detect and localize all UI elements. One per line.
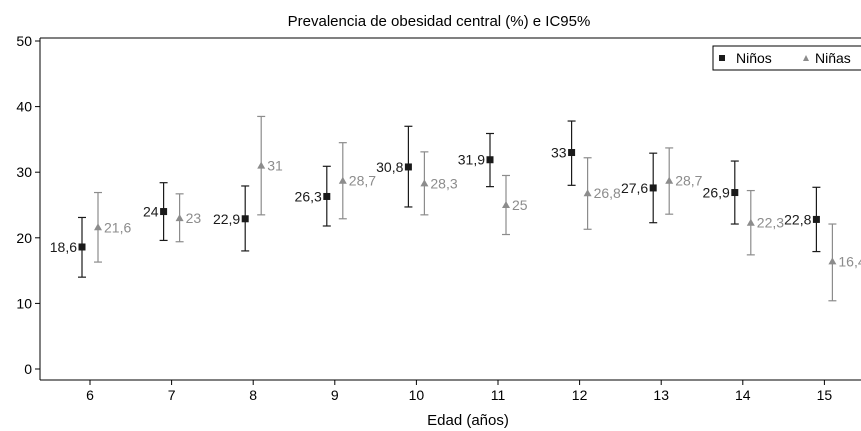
x-tick-label: 9 xyxy=(331,387,339,403)
chart-title: Prevalencia de obesidad central (%) e IC… xyxy=(288,13,591,30)
data-label: 18,6 xyxy=(50,239,77,255)
x-tick-label: 14 xyxy=(735,387,751,403)
data-point xyxy=(665,176,674,184)
data-label: 28,7 xyxy=(349,173,376,189)
data-point xyxy=(583,189,592,197)
y-tick-label: 20 xyxy=(16,230,32,246)
y-tick-label: 30 xyxy=(16,164,32,180)
x-tick-label: 15 xyxy=(817,387,833,403)
y-tick-label: 50 xyxy=(16,33,32,49)
series-ninas: 21,6 23 31 28,7 28,3 25 26,8 28,7 22,3 16,4 xyxy=(94,115,861,302)
plot-frame xyxy=(39,37,861,381)
data-label: 26,3 xyxy=(295,188,322,204)
data-label: 26,9 xyxy=(703,185,730,201)
data-point xyxy=(812,215,820,223)
data-point xyxy=(94,223,102,231)
x-axis-ticks: 6 7 8 9 10 11 12 13 14 15 xyxy=(86,380,832,403)
data-point xyxy=(502,201,510,208)
data-label: 27,6 xyxy=(621,180,648,196)
x-tick-label: 6 xyxy=(86,387,94,403)
data-label: 24 xyxy=(143,204,159,220)
data-point xyxy=(404,163,412,171)
legend-box xyxy=(712,45,861,71)
data-label: 22,3 xyxy=(757,215,784,231)
data-point xyxy=(731,189,739,197)
legend-label-ninas: Niñas xyxy=(815,50,851,66)
data-point xyxy=(649,184,657,192)
x-axis-label: Edad (años) xyxy=(427,412,509,429)
data-point xyxy=(257,161,266,169)
data-label: 22,8 xyxy=(784,211,811,227)
series-ninos: 18,6 24 22,9 26,3 30,8 31,9 33 27,6 26,9 22,8 xyxy=(50,120,821,278)
data-label: 26,8 xyxy=(594,185,621,201)
legend: Niños Niñas xyxy=(712,45,861,71)
x-tick-label: 12 xyxy=(572,387,588,403)
data-label: 28,3 xyxy=(430,175,457,191)
data-point xyxy=(78,243,86,251)
data-label: 31,9 xyxy=(458,152,485,168)
data-label: 30,8 xyxy=(376,159,403,175)
x-tick-label: 10 xyxy=(409,387,425,403)
data-label: 25 xyxy=(512,197,528,213)
y-tick-label: 0 xyxy=(24,361,32,377)
data-point xyxy=(323,192,331,200)
legend-marker-ninos xyxy=(719,55,725,61)
y-tick-label: 40 xyxy=(16,99,32,115)
data-label: 33 xyxy=(551,145,567,161)
y-axis-ticks: 0 10 20 30 40 50 xyxy=(16,33,40,377)
data-point xyxy=(160,208,168,216)
data-point xyxy=(746,218,755,226)
legend-marker-ninas xyxy=(803,55,809,61)
x-tick-label: 13 xyxy=(653,387,669,403)
data-point xyxy=(241,215,249,223)
legend-label-ninos: Niños xyxy=(736,50,772,66)
data-point xyxy=(338,176,347,184)
data-point xyxy=(828,257,837,265)
data-point xyxy=(175,214,184,222)
data-label: 28,7 xyxy=(675,173,702,189)
data-point xyxy=(568,149,576,157)
data-label: 31 xyxy=(267,158,283,174)
x-tick-label: 7 xyxy=(168,387,176,403)
data-label: 22,9 xyxy=(213,211,240,227)
data-point xyxy=(486,156,494,164)
data-point xyxy=(420,179,429,187)
y-tick-label: 10 xyxy=(16,295,32,311)
data-label: 21,6 xyxy=(104,219,131,235)
data-label: 23 xyxy=(186,210,202,226)
x-tick-label: 11 xyxy=(491,387,506,403)
x-tick-label: 8 xyxy=(249,387,257,403)
data-label: 16,4 xyxy=(838,253,861,269)
